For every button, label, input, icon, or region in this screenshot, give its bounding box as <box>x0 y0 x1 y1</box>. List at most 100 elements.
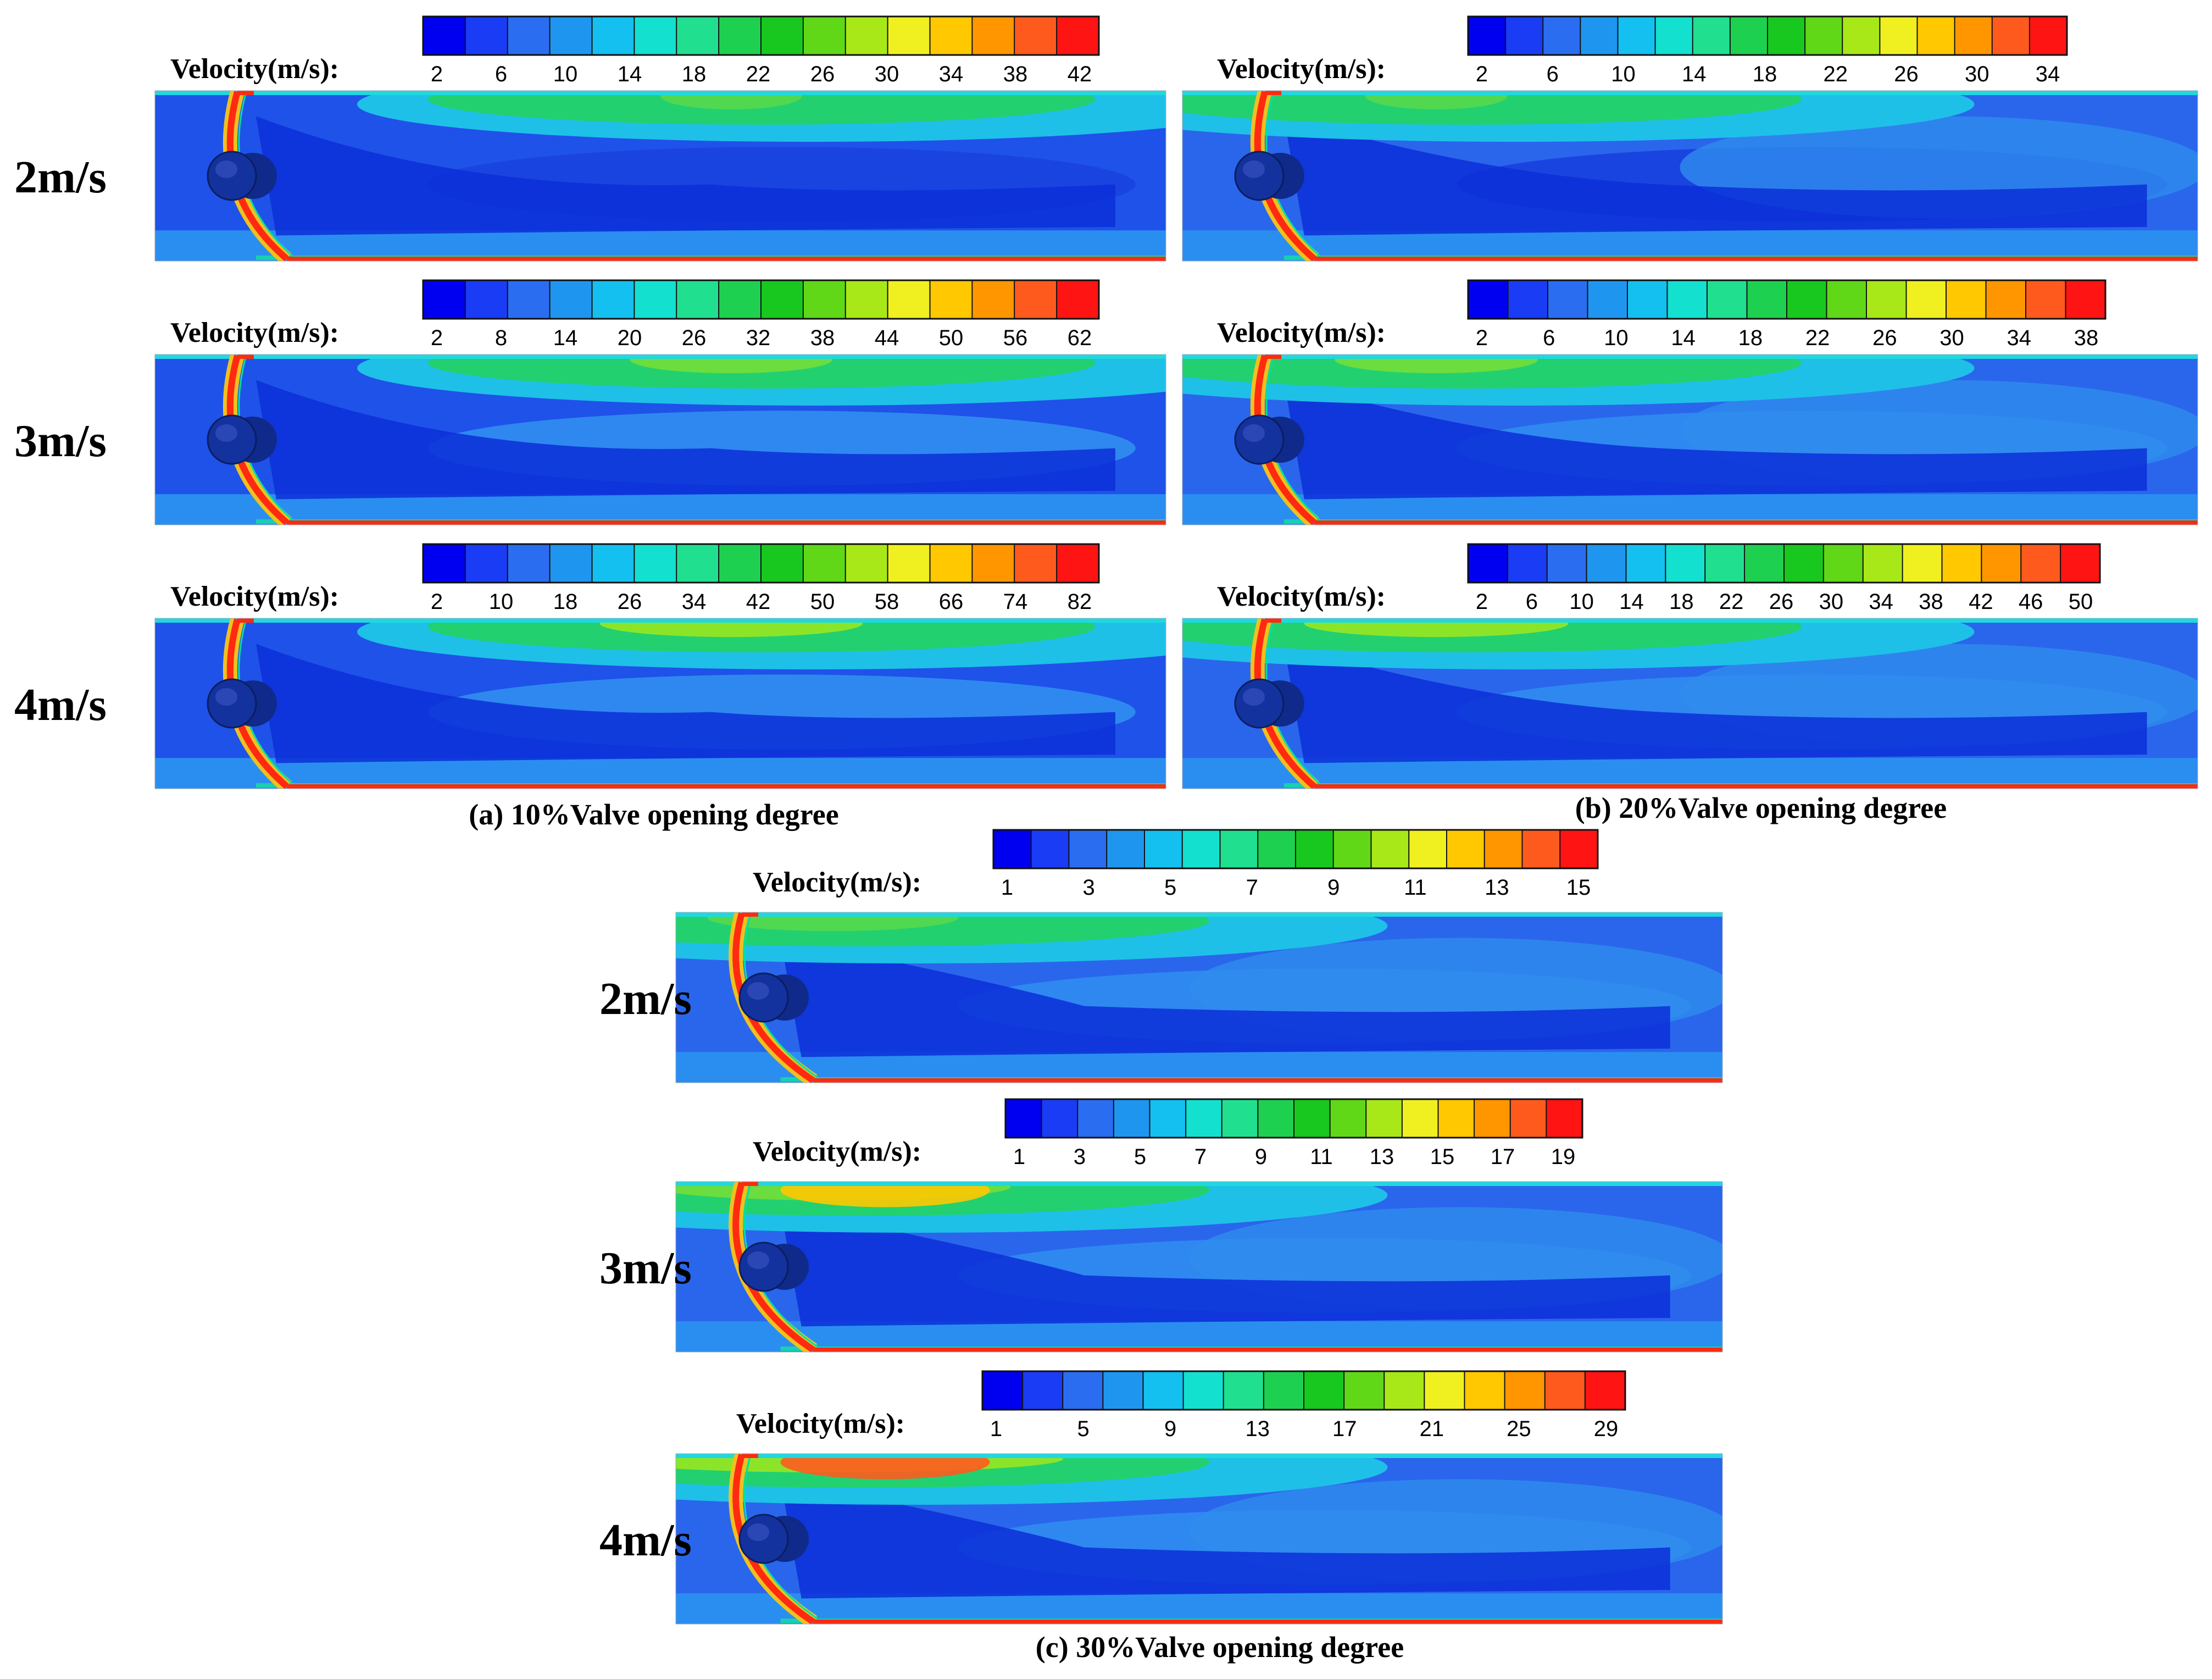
colorbar-tick-label: 62 <box>1068 326 1092 350</box>
colorbar-swatch <box>1826 280 1867 319</box>
colorbar-swatch <box>1744 544 1785 583</box>
jet-inner <box>1304 618 1569 638</box>
colorbar-tick-label: 14 <box>1671 326 1696 350</box>
colorbar-tick-label: 14 <box>1619 590 1644 614</box>
wake-region <box>256 116 1115 236</box>
colorbar-swatch <box>1183 1371 1224 1410</box>
colorbar-swatch <box>1546 1099 1583 1138</box>
wake-region <box>780 1207 1670 1327</box>
colorbar-tick-label: 13 <box>1370 1145 1394 1169</box>
colorbar-swatch <box>1186 1099 1222 1138</box>
colorbar-swatch <box>1057 544 1099 583</box>
colorbar-swatch <box>2060 544 2100 583</box>
top-wall <box>676 1454 1722 1458</box>
jet-inner <box>630 354 832 374</box>
colorbar-swatch <box>423 280 466 319</box>
plot-border <box>154 90 1166 262</box>
valve-hub-highlight <box>747 1251 769 1269</box>
plot-border <box>1182 354 2198 525</box>
wake-region <box>1283 116 2147 236</box>
panel-caption: (b) 20%Valve opening degree <box>1575 791 1947 824</box>
colorbar-swatch <box>1022 1371 1063 1410</box>
colorbar-tick-label: 38 <box>810 326 835 350</box>
colorbar-swatch <box>1507 544 1548 583</box>
colorbar-tick-label: 6 <box>495 62 507 86</box>
inlet-speed-label: 3m/s <box>14 415 107 467</box>
jet-mid <box>427 91 1096 125</box>
colorbar-tick-label: 32 <box>746 326 771 350</box>
colorbar-swatch <box>549 16 593 55</box>
inlet-speed-label: 4m/s <box>14 679 107 730</box>
colorbar-tick-label: 2 <box>431 62 443 86</box>
colorbar-swatch <box>887 280 931 319</box>
colorbar-swatch <box>1823 544 1864 583</box>
colorbar-swatch <box>592 280 635 319</box>
colorbar-tick-label: 26 <box>1769 590 1794 614</box>
top-wall <box>1182 618 2198 623</box>
colorbar: 2 6 10 14 18 22 26 30 34 38 42 <box>422 15 1100 86</box>
velocity-label: Velocity(m/s): <box>170 317 339 348</box>
colorbar-swatch <box>1402 1099 1439 1138</box>
colorbar-frame <box>1467 543 2101 584</box>
colorbar-swatch <box>719 280 762 319</box>
colorbar-tick-label: 42 <box>746 590 771 614</box>
colorbar-tick-label: 18 <box>1753 62 1777 86</box>
colorbar-swatch <box>465 544 508 583</box>
colorbar-tick-label: 50 <box>2069 590 2093 614</box>
colorbar-swatch <box>1585 1371 1626 1410</box>
colorbar-frame <box>422 15 1100 56</box>
colorbar-tick-label: 18 <box>553 590 578 614</box>
colorbar-tick-label: 34 <box>2007 326 2032 350</box>
case-c-4ms: 1 5 9 13 17 21 25 29 Velocity(m/s): 4m/s <box>599 1370 1723 1625</box>
colorbar-tick-label: 9 <box>1164 1417 1176 1441</box>
colorbar: 2 10 18 26 34 42 50 58 66 74 82 <box>422 543 1100 614</box>
colorbar-tick-label: 7 <box>1246 875 1258 900</box>
colorbar-swatch <box>1508 280 1548 319</box>
colorbar-tick-label: 8 <box>495 326 507 350</box>
colorbar-swatch <box>1294 1099 1331 1138</box>
valve-hub-highlight <box>747 1523 769 1541</box>
colorbar-swatch <box>930 280 972 319</box>
colorbar-swatch <box>1787 280 1827 319</box>
colorbar-tick-label: 7 <box>1194 1145 1207 1169</box>
colorbar-tick-label: 50 <box>810 590 835 614</box>
colorbar-tick-label: 2 <box>431 590 443 614</box>
colorbar-swatch <box>1768 16 1805 55</box>
plot-border <box>675 1181 1723 1353</box>
colorbar-swatch <box>1981 544 2021 583</box>
colorbar-tick-label: 34 <box>939 62 964 86</box>
colorbar-tick-label: 14 <box>1682 62 1707 86</box>
colorbar-swatch <box>1221 1099 1258 1138</box>
colorbar-frame <box>1004 1098 1583 1139</box>
colorbar-tick-label: 6 <box>1526 590 1538 614</box>
velocity-contour-plot <box>675 1181 1723 1353</box>
colorbar-tick-label: 42 <box>1068 62 1092 86</box>
colorbar-swatch <box>676 16 719 55</box>
colorbar-swatch <box>1366 1099 1403 1138</box>
colorbar-tick-label: 18 <box>1738 326 1763 350</box>
colorbar-swatch <box>1505 16 1543 55</box>
velocity-contour-plot <box>154 354 1166 525</box>
colorbar-swatch <box>2029 16 2068 55</box>
colorbar-swatch <box>930 16 972 55</box>
valve-hub-highlight <box>1243 160 1265 178</box>
colorbar-tick-label: 15 <box>1430 1145 1455 1169</box>
colorbar-swatch <box>1902 544 1943 583</box>
colorbar-tick-label: 29 <box>1594 1417 1619 1441</box>
colorbar-swatch <box>1296 830 1334 868</box>
colorbar-tick-label: 30 <box>875 62 899 86</box>
colorbar-swatch <box>1655 16 1693 55</box>
colorbar-swatch <box>1103 1371 1144 1410</box>
colorbar-swatch <box>1063 1371 1103 1410</box>
plot-border <box>154 354 1166 525</box>
colorbar-tick-label: 30 <box>1819 590 1844 614</box>
velocity-contour-plot <box>154 618 1166 789</box>
valve-hub-highlight <box>215 424 237 442</box>
colorbar-swatch <box>634 280 677 319</box>
velocity-label: Velocity(m/s): <box>1217 581 1386 612</box>
colorbar-tick-label: 18 <box>1669 590 1694 614</box>
colorbar-swatch <box>1069 830 1107 868</box>
